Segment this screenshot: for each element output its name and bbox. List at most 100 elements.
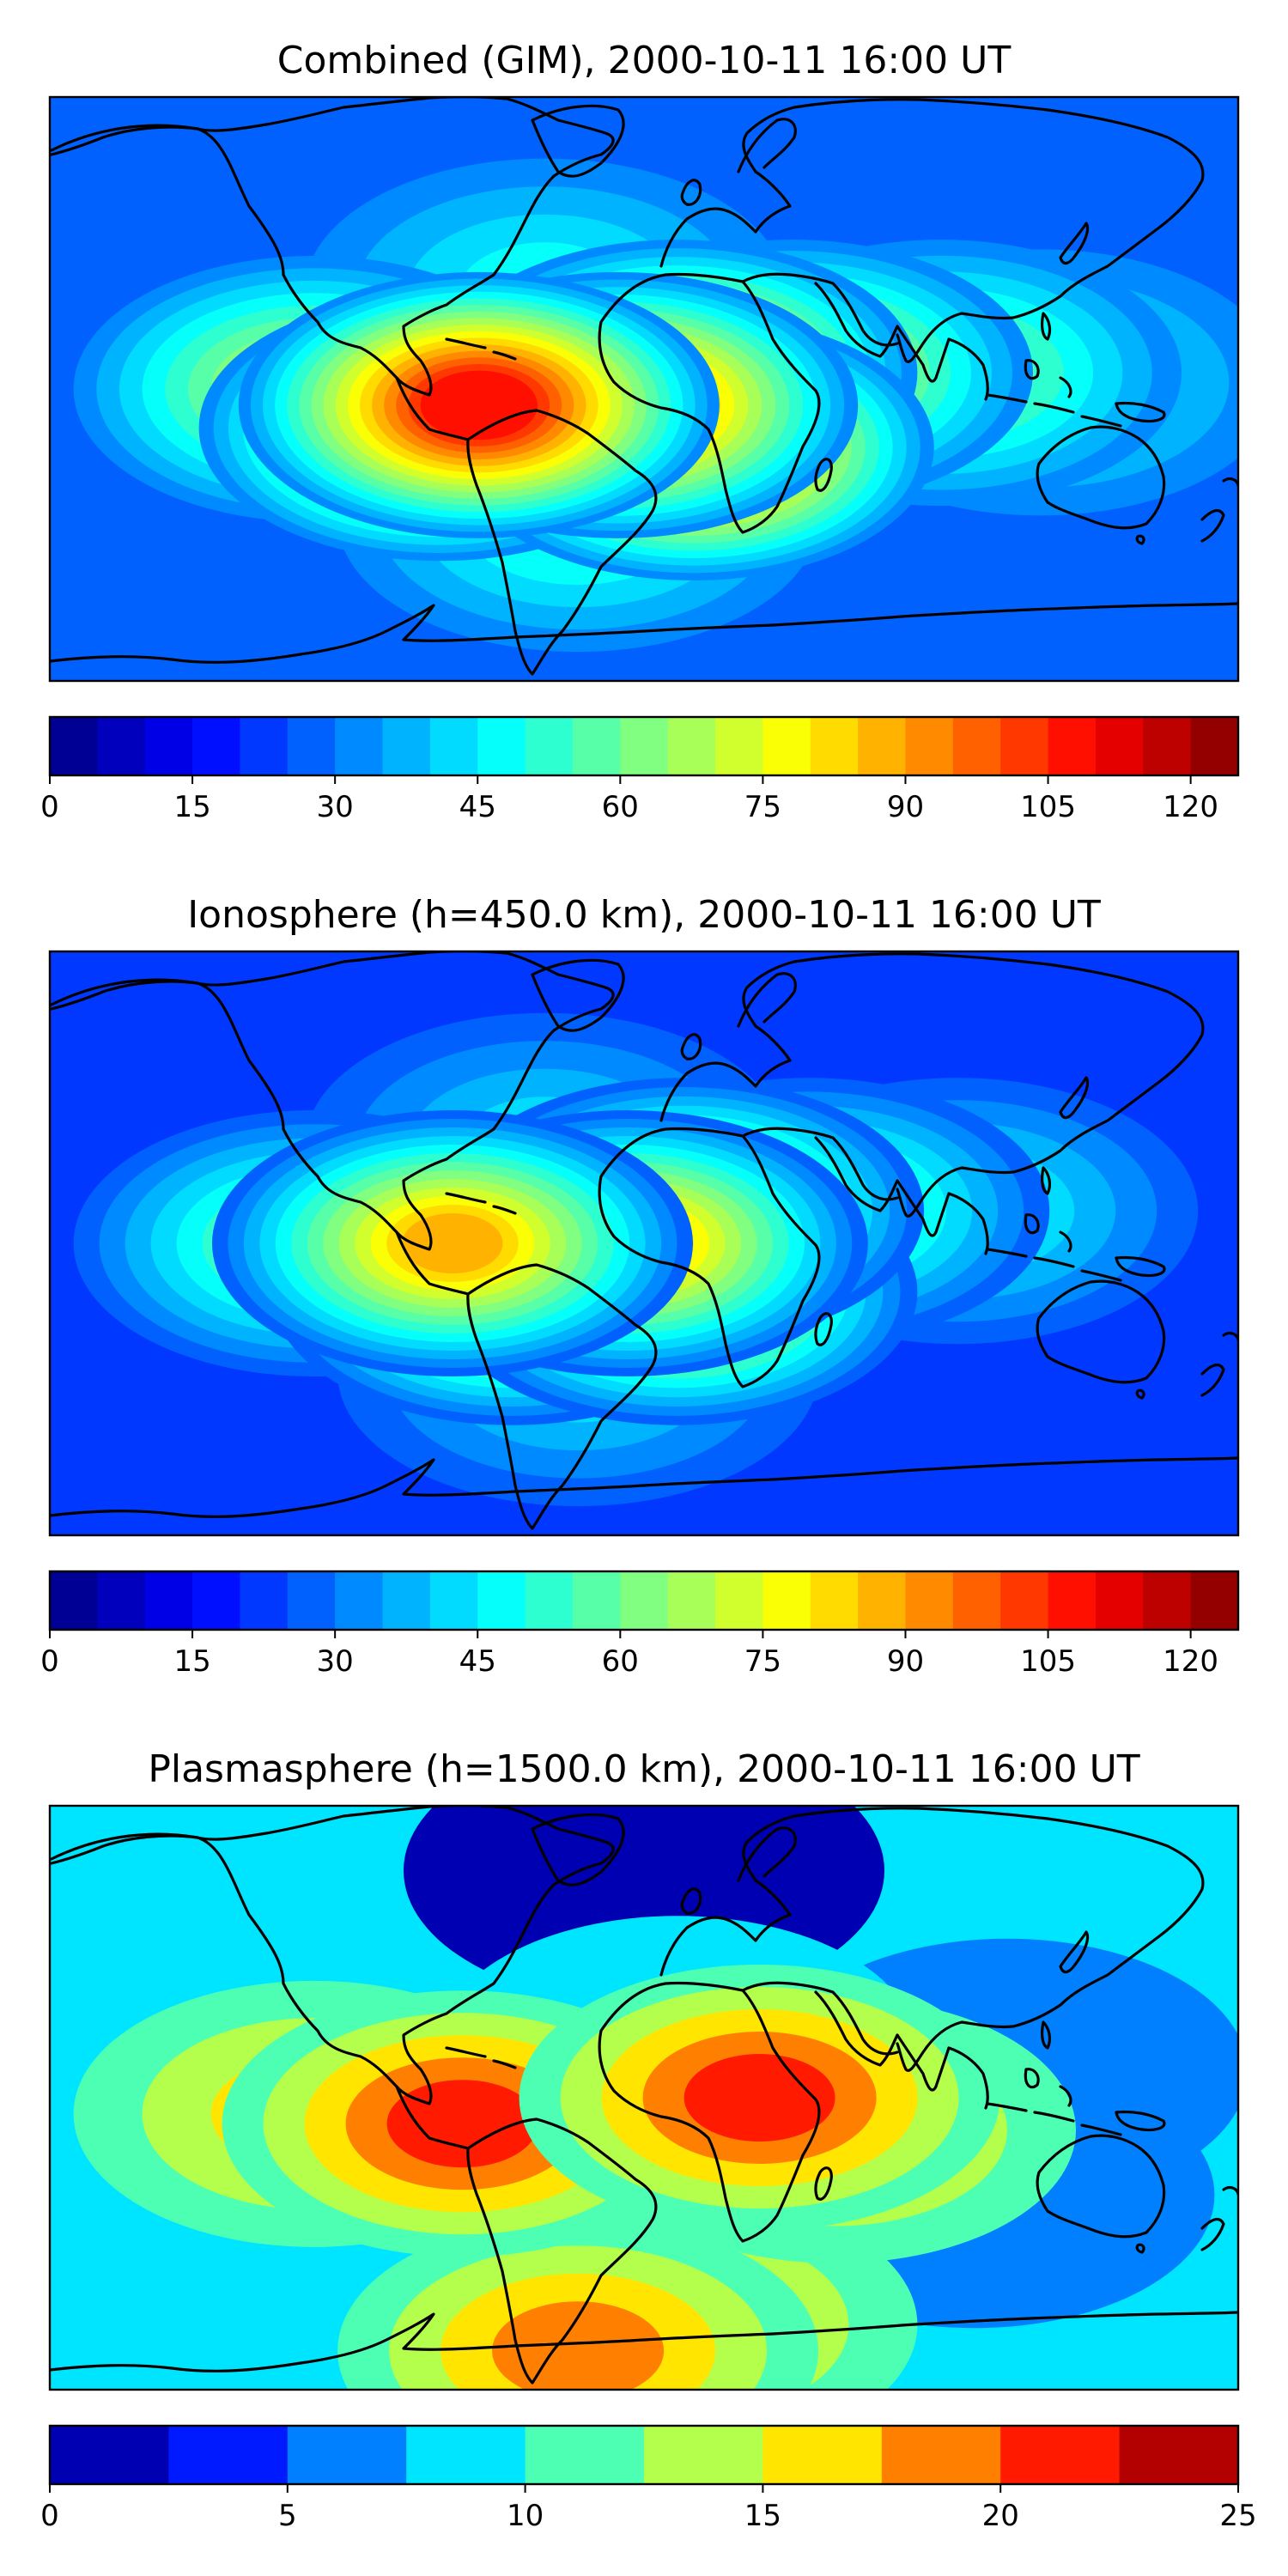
- colorbar-segment: [429, 1571, 478, 1630]
- colorbar-segment: [667, 717, 716, 775]
- colorbar-tick-label: 15: [173, 790, 210, 824]
- colorbar-tick-label: 15: [173, 1644, 210, 1679]
- map-frame-combined: [48, 95, 1240, 683]
- colorbar-segment: [952, 717, 1001, 775]
- colorbar-frame: [48, 715, 1240, 777]
- colorbar-plasmasphere: 0 5 10 15 20 25: [40, 2424, 1257, 2533]
- colorbar-segment: [1000, 1571, 1049, 1630]
- colorbar-tick-label: 25: [1219, 2499, 1256, 2533]
- colorbar-segment: [762, 1571, 811, 1630]
- colorbar-segment: [715, 1571, 763, 1630]
- panel-plasmasphere: Plasmasphere (h=1500.0 km), 2000-10-11 1…: [40, 1747, 1257, 2533]
- colorbar-segment: [1095, 1571, 1144, 1630]
- colorbar-segment: [881, 2426, 1001, 2484]
- field-contour: [683, 2054, 835, 2142]
- colorbar-segment: [1000, 717, 1049, 775]
- colorbar-segment: [1143, 1571, 1192, 1630]
- colorbar-segment: [762, 2426, 883, 2484]
- colorbar-segment: [1119, 2426, 1239, 2484]
- colorbar-tick-label: 45: [459, 1644, 496, 1679]
- colorbar-segment: [1143, 717, 1192, 775]
- colorbar-segment: [287, 2426, 407, 2484]
- colorbar-segment: [287, 1571, 336, 1630]
- colorbar-tick-label: 120: [1163, 1644, 1218, 1679]
- colorbar-segment: [97, 717, 146, 775]
- colorbar-tick-label: 90: [887, 1644, 924, 1679]
- colorbar-tick-label: 105: [1020, 1644, 1076, 1679]
- colorbar-segment: [168, 2426, 289, 2484]
- field-plasmasphere: [73, 1806, 1238, 2390]
- colorbar-tick-label: 20: [982, 2499, 1019, 2533]
- colorbar-tick-label: 0: [40, 1644, 59, 1679]
- colorbar-tick-label: 30: [317, 1644, 354, 1679]
- map-frame-plasmasphere: [48, 1804, 1240, 2391]
- field-contour: [432, 377, 526, 434]
- field-combined: [73, 158, 1238, 653]
- colorbar-segment: [810, 1571, 859, 1630]
- chart-title-combined: Combined (GIM), 2000-10-11 16:00 UT: [277, 39, 1012, 82]
- colorbar-tick-label: 10: [507, 2499, 544, 2533]
- colorbar-segment: [50, 1571, 98, 1630]
- colorbar-frame: [48, 1570, 1240, 1631]
- colorbar-tick-label: 5: [278, 2499, 297, 2533]
- colorbar-segment: [97, 1571, 146, 1630]
- colorbar-segment: [144, 1571, 193, 1630]
- colorbar-segment: [477, 717, 526, 775]
- colorbar-segment: [715, 717, 763, 775]
- field-contour: [492, 2301, 665, 2390]
- colorbar-tick-label: 0: [40, 2499, 59, 2533]
- panel-ionosphere: Ionosphere (h=450.0 km), 2000-10-11 16:0…: [40, 893, 1240, 1679]
- colorbar-segment: [1190, 1571, 1239, 1630]
- colorbar-tick-label: 105: [1020, 790, 1076, 824]
- colorbar-segment: [1048, 717, 1097, 775]
- colorbar-tick-label: 60: [602, 1644, 639, 1679]
- colorbar-tick-label: 45: [459, 790, 496, 824]
- colorbar-segment: [905, 1571, 954, 1630]
- colorbar-segment: [192, 717, 241, 775]
- colorbar-tick-label: 15: [744, 2499, 781, 2533]
- field-contour: [402, 1213, 503, 1273]
- colorbar-segment: [620, 1571, 669, 1630]
- colorbar-segment: [525, 2426, 645, 2484]
- colorbar-segment: [50, 2426, 169, 2484]
- colorbar-tick-label: 0: [40, 790, 59, 824]
- colorbar-tick-label: 90: [887, 790, 924, 824]
- colorbar-segment: [335, 1571, 384, 1630]
- colorbar-segment: [477, 1571, 526, 1630]
- colorbar-segment: [525, 1571, 574, 1630]
- colorbar-segment: [667, 1571, 716, 1630]
- colorbar-segment: [905, 717, 954, 775]
- colorbar-tick-label: 60: [602, 790, 639, 824]
- colorbar-segment: [406, 2426, 526, 2484]
- colorbar-segment: [335, 717, 384, 775]
- colorbar-segment: [1190, 717, 1239, 775]
- colorbar-segment: [50, 717, 98, 775]
- colorbar-segment: [287, 717, 336, 775]
- colorbar-segment: [858, 717, 907, 775]
- colorbar-segment: [144, 717, 193, 775]
- colorbar-frame: [48, 2424, 1240, 2486]
- chart-title-ionosphere: Ionosphere (h=450.0 km), 2000-10-11 16:0…: [187, 893, 1101, 937]
- colorbar-combined: 0 15 30 45 60 75 90 105 120: [40, 715, 1240, 824]
- colorbar-segment: [382, 1571, 431, 1630]
- colorbar-segment: [382, 717, 431, 775]
- colorbar-segment: [620, 717, 669, 775]
- colorbar-segment: [572, 1571, 621, 1630]
- colorbar-segment: [1000, 2426, 1121, 2484]
- colorbar-segment: [525, 717, 574, 775]
- map-frame-ionosphere: [48, 950, 1240, 1537]
- colorbar-tick-label: 75: [744, 790, 781, 824]
- chart-title-plasmasphere: Plasmasphere (h=1500.0 km), 2000-10-11 1…: [148, 1747, 1139, 1791]
- colorbar-ionosphere: 0 15 30 45 60 75 90 105 120: [40, 1570, 1240, 1679]
- colorbar-segment: [1095, 717, 1144, 775]
- colorbar-segment: [952, 1571, 1001, 1630]
- colorbar-segment: [192, 1571, 241, 1630]
- colorbar-segment: [858, 1571, 907, 1630]
- colorbar-segment: [810, 717, 859, 775]
- colorbar-segment: [762, 717, 811, 775]
- colorbar-tick-label: 30: [317, 790, 354, 824]
- colorbar-tick-label: 75: [744, 1644, 781, 1679]
- colorbar-segment: [1048, 1571, 1097, 1630]
- panel-combined: Combined (GIM), 2000-10-11 16:00 UT 0 15 3…: [40, 39, 1240, 824]
